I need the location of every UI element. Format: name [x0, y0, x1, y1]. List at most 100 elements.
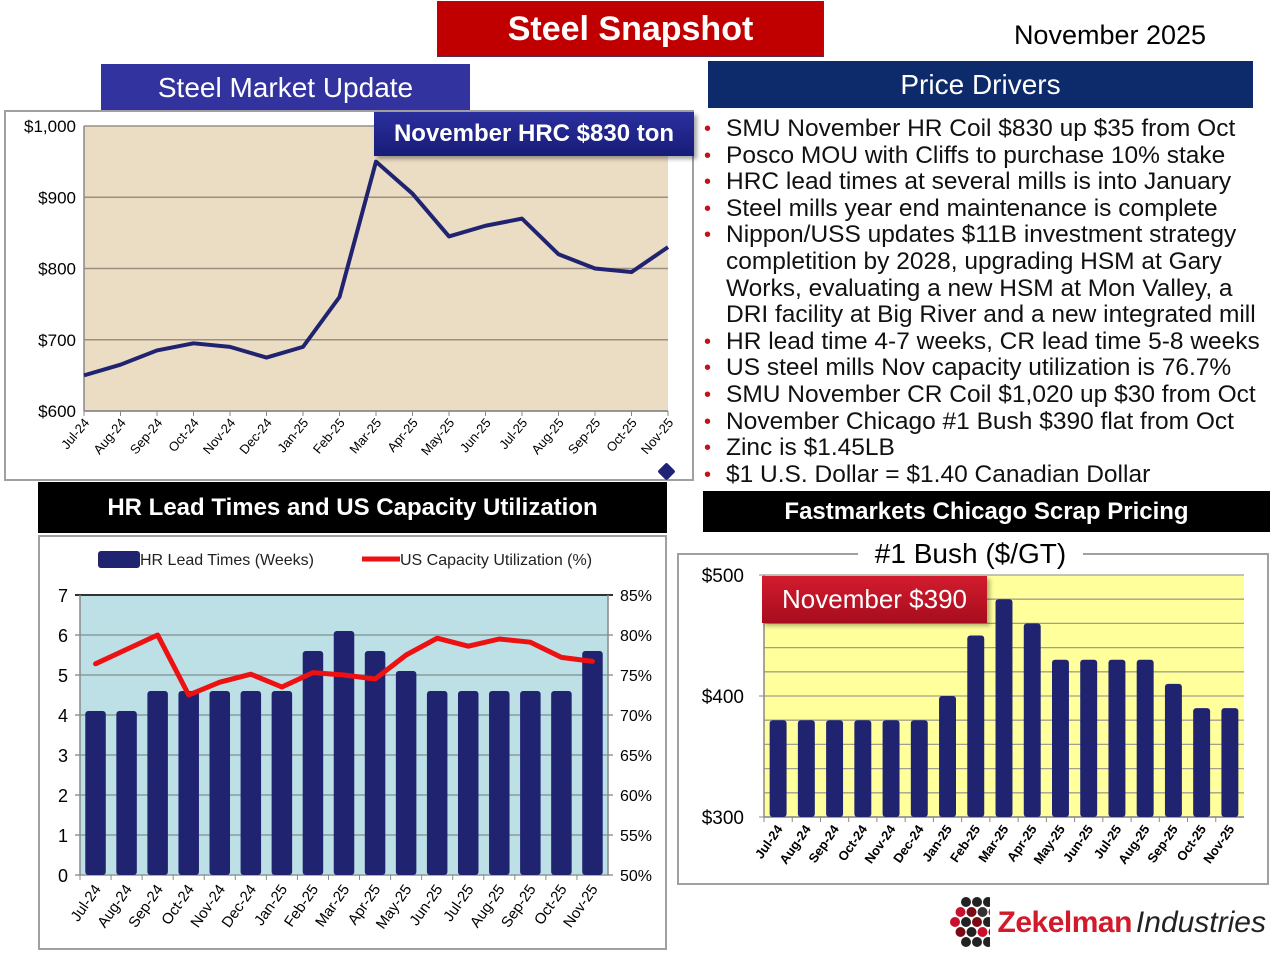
scrap-price-bar — [797, 720, 815, 817]
x-tick-label: Jun-25 — [457, 415, 494, 455]
scrap-price-bar — [1221, 708, 1239, 817]
scrap-price-bar — [939, 696, 956, 817]
lead-time-bar — [426, 691, 448, 875]
scrap-price-bar — [967, 635, 985, 817]
y-tick-label: 2 — [58, 786, 68, 806]
scrap-price-bar — [826, 720, 844, 817]
logo-dot — [961, 917, 971, 927]
price-driver-item: November Chicago #1 Bush $390 flat from … — [700, 408, 1280, 436]
price-drivers-list: SMU November HR Coil $830 up $35 from Oc… — [700, 115, 1280, 488]
x-tick-label: Mar-25 — [975, 822, 1011, 865]
logo-dot — [966, 927, 977, 937]
price-driver-item: Steel mills year end maintenance is comp… — [700, 195, 1280, 223]
scrap-price-bar — [769, 720, 787, 817]
x-tick-label: Dec-24 — [890, 821, 927, 865]
y-tick-label: $900 — [38, 188, 76, 207]
x-tick-label: Oct-24 — [165, 415, 202, 455]
x-tick-label: Nov-25 — [638, 415, 676, 457]
x-tick-label: May-25 — [418, 415, 457, 458]
y2-tick-label: 75% — [620, 668, 652, 685]
logo-dot — [972, 937, 982, 947]
scrap-price-bar — [1108, 659, 1126, 817]
logo-dot — [961, 897, 971, 907]
price-driver-item: Zinc is $1.45LB — [700, 435, 1280, 462]
lead-time-bar — [520, 691, 541, 875]
scrap-price-bar — [1193, 708, 1211, 817]
scrap-price-bar — [1052, 659, 1069, 817]
report-date: November 2025 — [1013, 20, 1207, 50]
x-tick-label: Oct-25 — [603, 415, 640, 455]
logo-dot — [950, 917, 960, 927]
y2-tick-label: 55% — [620, 828, 652, 845]
legend-label-utilization: US Capacity Utilization (%) — [400, 552, 592, 569]
logo-dot — [977, 927, 988, 937]
x-tick-label: Nov-24 — [200, 415, 238, 457]
x-tick-label: Mar-25 — [346, 415, 384, 456]
y-tick-label: 7 — [58, 586, 68, 606]
lead-time-bar — [364, 651, 386, 875]
hrc-price-line — [83, 159, 670, 378]
x-tick-label: Aug-24 — [90, 415, 128, 457]
y-tick-label: $700 — [38, 331, 76, 350]
logo-word-industries: Industries — [1135, 906, 1266, 939]
price-drivers-header: Price Drivers — [708, 61, 1253, 108]
price-driver-item: Nippon/USS updates $11B investment strat… — [700, 222, 1280, 328]
lead-time-bar — [395, 671, 417, 875]
company-logo: Zekelman Industries — [946, 893, 1266, 953]
y2-tick-label: 80% — [620, 628, 652, 645]
y-tick-label: 4 — [58, 706, 68, 726]
logo-dot — [961, 937, 971, 947]
scrap-price-bar — [1080, 659, 1098, 817]
lead-times-header: HR Lead Times and US Capacity Utilizatio… — [38, 482, 667, 533]
hrc-callout: November HRC $830 ton — [374, 112, 694, 156]
y-tick-label: $600 — [38, 402, 76, 421]
scrap-price-bar — [1023, 623, 1041, 817]
y2-tick-label: 60% — [620, 788, 652, 805]
y2-tick-label: 70% — [620, 708, 652, 725]
x-tick-label: Sep-25 — [565, 415, 603, 457]
x-tick-label: Jun-25 — [406, 882, 446, 929]
lead-times-chart: HR Lead Times (Weeks) US Capacity Utiliza… — [14, 551, 652, 932]
logo-dot — [955, 927, 966, 937]
y-tick-label: $500 — [702, 566, 744, 587]
y2-tick-label: 85% — [620, 588, 652, 605]
x-tick-label: Jan-25 — [274, 415, 311, 455]
y-tick-label: 3 — [58, 746, 68, 766]
steel-market-update-header: Steel Market Update — [101, 64, 470, 111]
x-tick-label: Aug-25 — [528, 415, 566, 457]
price-driver-item: HR lead time 4-7 weeks, CR lead time 5-8… — [700, 328, 1280, 356]
lead-time-bar — [271, 691, 293, 875]
lead-times-chart-panel: HR Lead Times (Weeks) US Capacity Utiliza… — [14, 535, 667, 950]
x-tick-label: Jul-25 — [496, 415, 530, 452]
y-tick-label: 6 — [58, 626, 68, 646]
y-tick-label: 1 — [58, 826, 68, 846]
x-tick-label: Dec-24 — [236, 415, 274, 457]
lead-time-bar — [85, 711, 106, 875]
y-tick-label: $400 — [702, 687, 744, 708]
y-tick-label: 5 — [58, 666, 68, 686]
legend-label-lead-times: HR Lead Times (Weeks) — [140, 552, 314, 569]
x-tick-label: Apr-25 — [384, 415, 421, 455]
y-tick-label: $1,000 — [24, 117, 76, 136]
price-driver-item: US steel mills Nov capacity utilization … — [700, 355, 1280, 382]
utilization-line — [93, 632, 595, 698]
lead-time-bar — [209, 691, 231, 875]
price-driver-item: SMU November HR Coil $830 up $35 from Oc… — [700, 115, 1280, 143]
lead-time-bar — [582, 651, 603, 875]
lead-time-bar — [178, 691, 199, 875]
lead-time-bar — [489, 691, 510, 875]
logo-dot — [983, 897, 990, 907]
logo-dot — [988, 928, 990, 936]
scrap-callout: November $390 — [762, 576, 987, 623]
page-title: Steel Snapshot — [437, 1, 824, 57]
lead-time-bar — [457, 691, 479, 875]
scrap-price-bar — [910, 720, 928, 817]
logo-dot — [966, 907, 977, 917]
y2-tick-label: 50% — [620, 868, 652, 885]
lead-time-bar — [116, 711, 137, 875]
scrap-price-bar — [1136, 659, 1154, 817]
scrap-price-bar — [995, 599, 1013, 817]
logo-dot — [988, 908, 990, 916]
logo-word-zekelman: Zekelman — [997, 906, 1133, 939]
logo-dot — [983, 917, 990, 927]
